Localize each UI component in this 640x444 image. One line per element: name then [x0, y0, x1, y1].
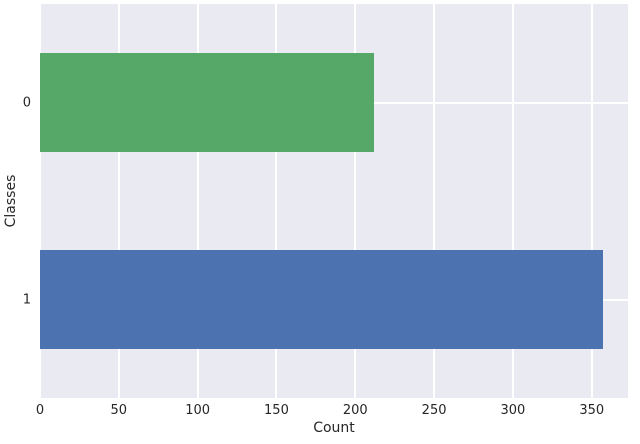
plot-area — [40, 4, 628, 398]
y-tick-label: 1 — [22, 292, 31, 307]
x-gridline — [275, 4, 278, 398]
x-gridline — [354, 4, 357, 398]
x-tick-label: 100 — [185, 403, 211, 418]
x-tick-labels: 0 50 100 150 200 250 300 350 — [36, 403, 628, 422]
x-gridline — [196, 4, 199, 398]
x-tick-label: 300 — [500, 403, 526, 418]
x-gridline — [511, 4, 514, 398]
x-gridline — [590, 4, 593, 398]
x-tick-label: 50 — [110, 403, 128, 418]
bar-class-0 — [40, 53, 375, 152]
y-tick-label: 0 — [22, 95, 31, 110]
x-tick-label: 250 — [421, 403, 447, 418]
x-gridline — [433, 4, 436, 398]
x-tick-label: 150 — [264, 403, 289, 418]
x-tick-label: 350 — [579, 403, 605, 418]
x-tick-label: 200 — [342, 403, 368, 418]
x-gridline — [117, 4, 120, 398]
x-gridline — [40, 4, 41, 398]
bar-class-1 — [40, 250, 603, 349]
x-axis-label: Count — [313, 420, 355, 436]
x-tick-label: 0 — [35, 403, 45, 418]
